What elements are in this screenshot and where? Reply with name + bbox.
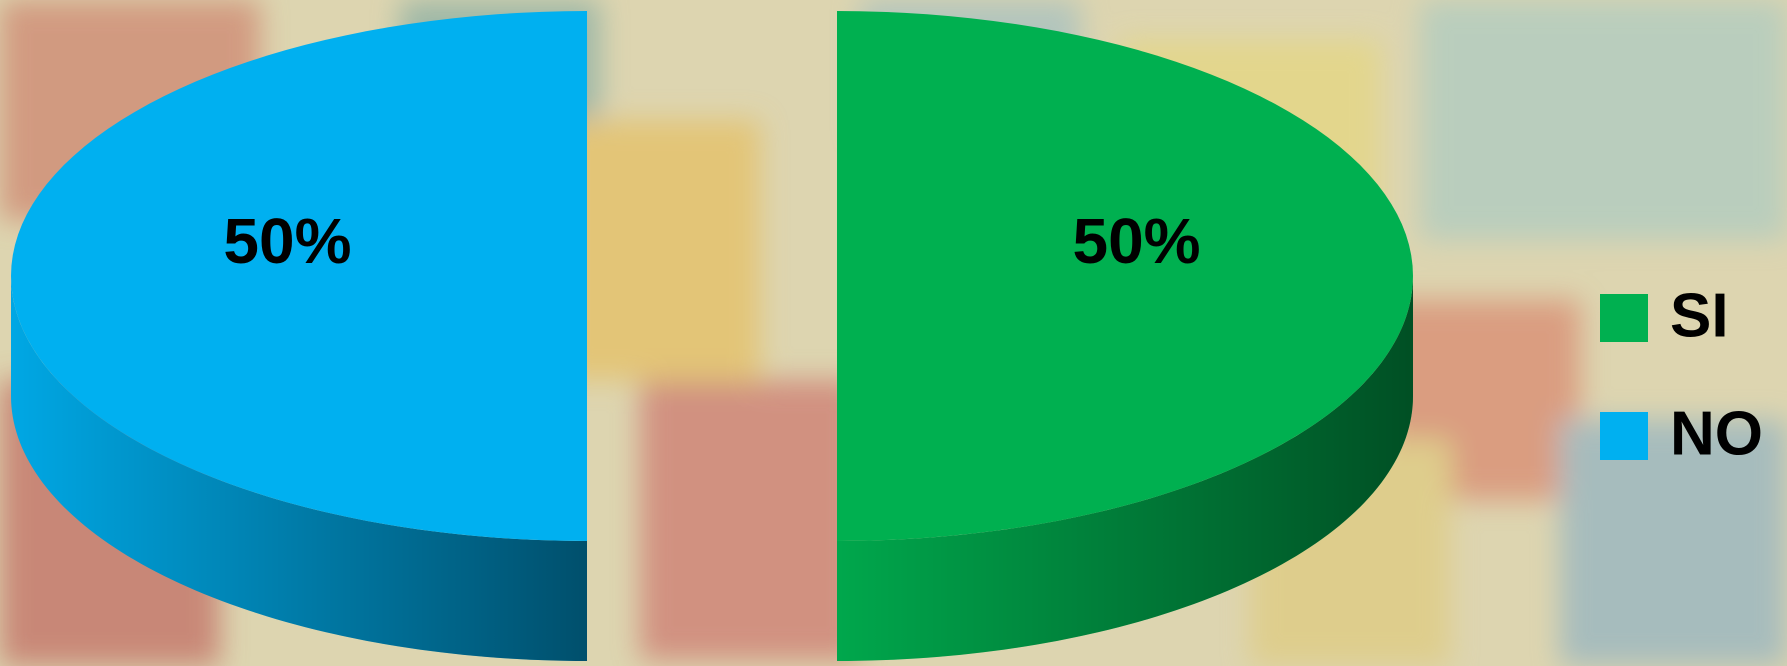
pie: 50% 50% bbox=[11, 11, 1413, 661]
pie-slice bbox=[11, 11, 587, 541]
value-label: 50% bbox=[223, 205, 351, 277]
legend-swatch bbox=[1600, 294, 1648, 342]
value-label: 50% bbox=[1072, 205, 1200, 277]
legend-label: NO bbox=[1670, 399, 1763, 468]
pie-slice bbox=[837, 11, 1413, 541]
legend-swatch bbox=[1600, 412, 1648, 460]
pie-side-shade bbox=[11, 276, 587, 661]
legend-label: SI bbox=[1670, 281, 1729, 350]
legend: SI NO bbox=[1600, 281, 1763, 468]
pie-side-shade bbox=[837, 276, 1413, 661]
